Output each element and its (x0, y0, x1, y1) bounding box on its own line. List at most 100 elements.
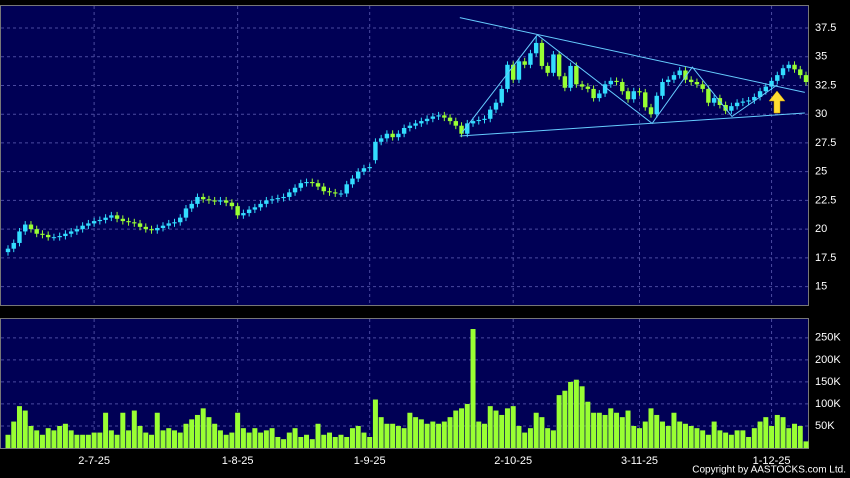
candle-body (407, 125, 413, 128)
candle-body (786, 64, 791, 69)
x-tick-label: 1-8-25 (222, 455, 254, 467)
candle-body (700, 84, 705, 89)
candle-body (746, 100, 751, 102)
volume-bar (183, 423, 189, 448)
volume-bar (361, 432, 367, 448)
volume-bar (671, 412, 677, 448)
volume-bar (171, 430, 177, 448)
candle-body (711, 98, 717, 103)
candle-body (798, 69, 803, 76)
volume-bar (51, 430, 57, 448)
volume-bar (447, 417, 453, 448)
candle-body (620, 82, 625, 92)
candle-body (436, 115, 441, 117)
candle-body (114, 215, 120, 219)
y-tick-label: 32.5 (815, 79, 836, 91)
candle-body (160, 225, 166, 228)
volume-bar (665, 425, 671, 448)
volume-bar (648, 408, 654, 448)
volume-bar (470, 329, 476, 448)
volume-bar (688, 425, 694, 448)
volume-bar (252, 428, 258, 448)
candle-body (149, 229, 154, 231)
candle-body (344, 184, 349, 194)
candle-body (465, 123, 470, 134)
candle-body (591, 88, 596, 99)
candle-body (482, 118, 487, 120)
volume-bar (240, 428, 246, 448)
volume-bar (780, 417, 786, 448)
volume-bar (16, 406, 22, 448)
volume-bar (705, 434, 711, 448)
volume-bar (223, 434, 229, 448)
y-tick-label: 27.5 (815, 137, 836, 149)
candle-body (246, 209, 252, 214)
candle-body (556, 54, 562, 77)
x-tick-label: 2-7-25 (78, 455, 110, 467)
volume-bar (200, 408, 206, 448)
candle-body (229, 202, 235, 207)
volume-bar (459, 408, 465, 448)
candle-body (505, 64, 510, 89)
trendline (459, 17, 805, 93)
volume-bar (57, 425, 63, 448)
candle-body (677, 70, 682, 76)
candle-body (200, 196, 206, 200)
volume-bar (34, 430, 40, 448)
candle-body (218, 200, 223, 202)
volume-bar (418, 419, 424, 448)
y2-tick-label: 250K (815, 332, 841, 344)
volume-bar (5, 434, 11, 448)
y-tick-label: 30 (815, 108, 827, 120)
volume-bar (97, 432, 103, 448)
candle-body (155, 227, 160, 231)
candle-body (516, 61, 522, 80)
volume-bar (510, 406, 516, 448)
candle-body (476, 119, 481, 122)
volume-bar (131, 410, 137, 448)
candle-body (321, 186, 326, 192)
volume-bar (602, 414, 608, 448)
volume-bar (349, 428, 355, 448)
volume-bar (533, 412, 539, 448)
candle-body (459, 125, 464, 134)
volume-bar (166, 428, 172, 448)
volume-bar (407, 412, 413, 448)
candle-body (57, 236, 62, 238)
candle-body (40, 233, 45, 235)
trendline (461, 34, 778, 133)
arrow (768, 90, 786, 114)
volume-bar (499, 414, 505, 448)
volume-bar (62, 423, 68, 448)
volume-bar (338, 434, 344, 448)
volume-bar (154, 412, 160, 448)
x-tick-label: 2-10-25 (494, 455, 532, 467)
volume-bar (585, 401, 591, 448)
price-panel (0, 5, 809, 306)
candle-body (68, 231, 74, 234)
candle-body (63, 233, 68, 237)
candle-body (350, 178, 355, 185)
candle-body (252, 207, 258, 210)
x-tick-label: 3-11-25 (621, 455, 658, 467)
candle-body (643, 92, 648, 108)
candle-body (28, 224, 34, 230)
volume-bar (545, 428, 551, 448)
volume-bar (378, 417, 384, 448)
volume-bar (367, 436, 373, 448)
candle-body (258, 203, 263, 208)
candle-body (608, 80, 614, 85)
volume-bar (734, 430, 740, 448)
candle-body (511, 64, 516, 80)
volume-bar (275, 436, 281, 448)
candle-body (356, 171, 361, 179)
candle-body (654, 95, 659, 115)
candle-body (562, 76, 568, 88)
volume-bar (527, 428, 533, 448)
candle-body (396, 133, 401, 138)
candle-body (287, 192, 292, 197)
volume-bar (746, 436, 752, 448)
candle-body (533, 42, 539, 54)
volume-bar (206, 417, 212, 448)
